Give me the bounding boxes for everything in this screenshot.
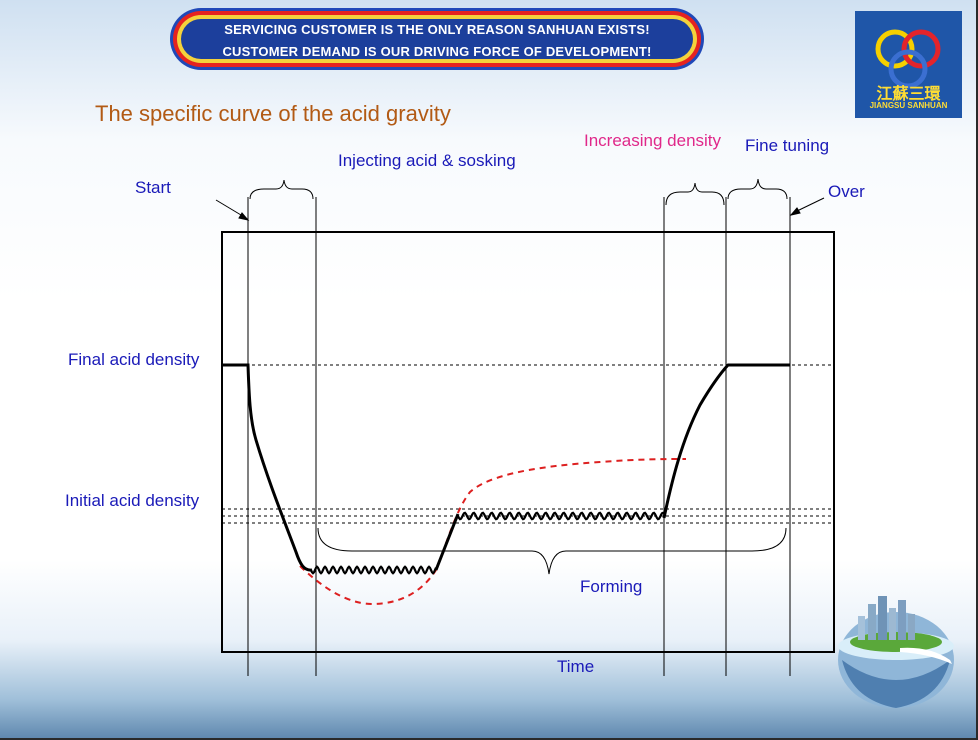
label-injecting: Injecting acid & sosking (338, 151, 516, 170)
label-initial-density: Initial acid density (65, 491, 200, 510)
banner-line-2: CUSTOMER DEMAND IS OUR DRIVING FORCE OF … (222, 44, 652, 59)
banner-frame (170, 8, 704, 70)
start-arrow-icon (238, 212, 250, 221)
label-over: Over (828, 182, 865, 201)
label-forming: Forming (580, 577, 643, 596)
label-final-density: Final acid density (68, 350, 200, 369)
phase-braces (249, 178, 788, 575)
acid-density-curve (222, 363, 313, 572)
phase-divider-lines (247, 197, 791, 676)
rings-logo-icon (875, 29, 941, 89)
acid-density-curve-segment (434, 363, 790, 571)
initial-density-lines (222, 508, 834, 524)
company-logo: 江蘇三環 JIANGSU SANHUAN (855, 11, 962, 118)
forming-ripple-low (309, 565, 438, 575)
label-fine-tuning: Fine tuning (745, 136, 830, 155)
plot-frame (221, 231, 835, 653)
ideal-density-curve (299, 458, 687, 606)
label-time: Time (557, 657, 595, 676)
logo-chinese-name: 江蘇三環 (876, 84, 941, 103)
banner-line-1: SERVICING CUSTOMER IS THE ONLY REASON SA… (224, 22, 650, 37)
label-increasing-density: Increasing density (584, 131, 722, 150)
arrows (215, 197, 825, 221)
over-arrow-icon (789, 207, 801, 216)
slogan-banner: SERVICING CUSTOMER IS THE ONLY REASON SA… (170, 8, 704, 70)
logo-english-name: JIANGSU SANHUAN (869, 101, 948, 110)
label-start: Start (135, 178, 171, 197)
diagram-title: The specific curve of the acid gravity (95, 101, 451, 126)
globe-city-decoration (838, 596, 954, 708)
forming-ripple-high (457, 511, 665, 521)
